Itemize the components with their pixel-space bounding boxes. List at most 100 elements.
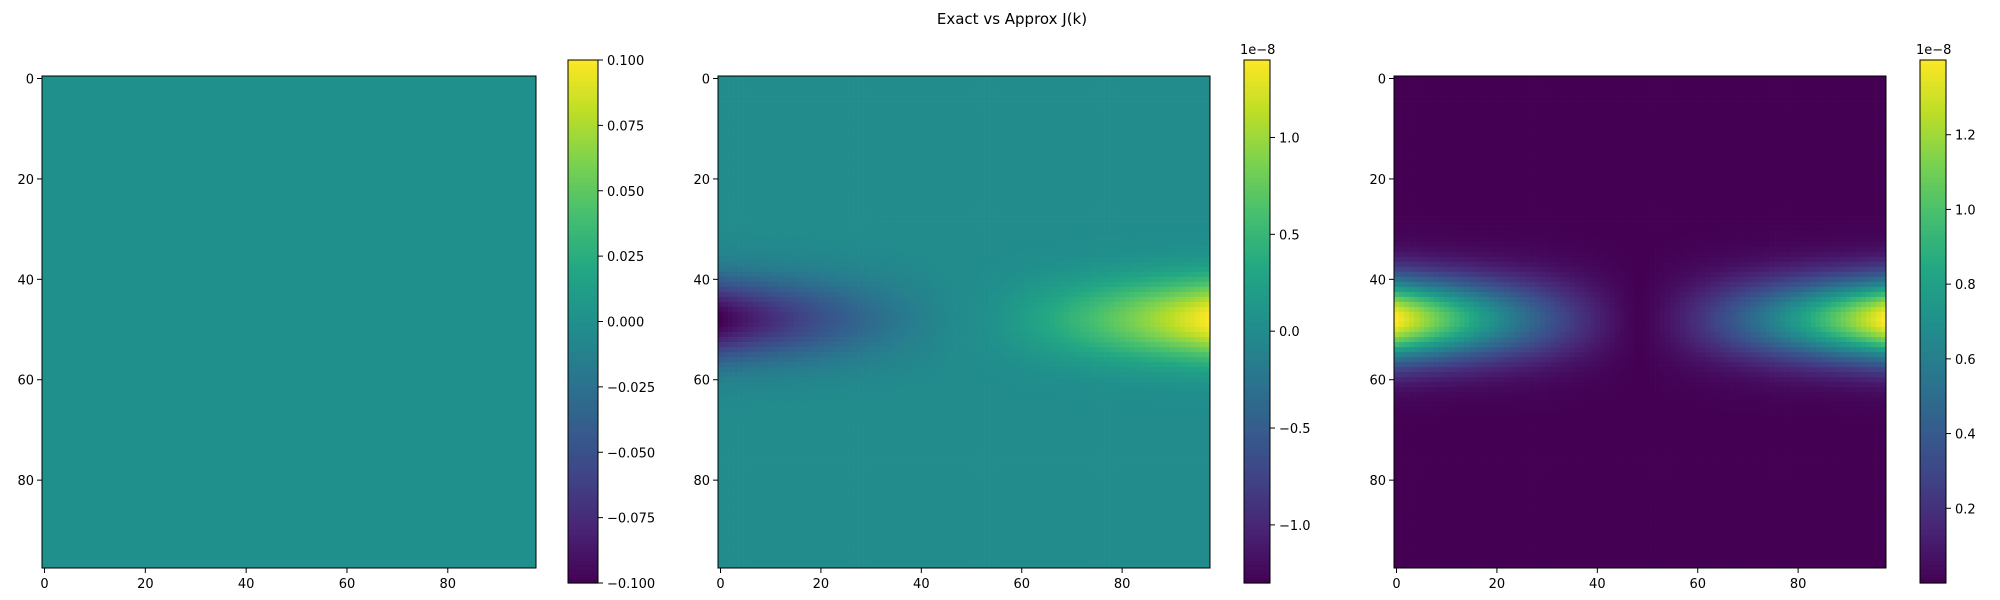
heatmap-cell [738, 126, 744, 132]
heatmap-cell [878, 181, 885, 187]
heatmap-cell [918, 196, 925, 202]
heatmap-cell [913, 251, 920, 258]
heatmap-cell [1034, 236, 1040, 243]
heatmap-cell [848, 171, 854, 177]
heatmap-cell [858, 306, 864, 313]
heatmap-cell [723, 106, 729, 112]
heatmap-cell [853, 271, 859, 278]
heatmap-cell [1044, 166, 1050, 172]
heatmap-cell [843, 261, 849, 268]
heatmap-cell [768, 91, 774, 97]
heatmap-cell [823, 266, 829, 273]
heatmap-cell [758, 151, 764, 157]
heatmap-cell [778, 156, 784, 162]
heatmap-cell [1159, 76, 1166, 82]
heatmap-cell [1089, 196, 1095, 202]
heatmap-cell [908, 151, 915, 157]
heatmap-cell [964, 216, 970, 222]
heatmap-cell [1164, 246, 1171, 253]
heatmap-cell [718, 106, 724, 112]
heatmap-cell [1144, 146, 1151, 152]
heatmap-cell [843, 186, 849, 192]
heatmap-cell [1024, 266, 1030, 273]
heatmap-cell [778, 136, 784, 142]
heatmap-cell [918, 251, 925, 258]
heatmap-cell [923, 136, 930, 142]
heatmap-cell [1139, 176, 1146, 182]
heatmap-cell [1069, 191, 1075, 197]
heatmap-cell [938, 201, 945, 207]
heatmap-cell [903, 226, 910, 232]
heatmap-cell [918, 311, 925, 318]
heatmap-cell [793, 76, 799, 82]
heatmap-cell [1039, 286, 1045, 293]
heatmap-cell [1069, 81, 1075, 87]
heatmap-cell [748, 146, 754, 152]
heatmap-cell [898, 136, 905, 142]
heatmap-cell [989, 141, 995, 147]
heatmap-cell [1159, 206, 1166, 212]
heatmap-cell [913, 136, 920, 142]
heatmap-cell [743, 256, 749, 263]
heatmap-cell [1079, 281, 1085, 288]
heatmap-cell [758, 191, 764, 197]
heatmap-cell [1144, 271, 1151, 278]
heatmap-cell [1134, 226, 1141, 232]
heatmap-cell [964, 306, 970, 313]
heatmap-cell [898, 116, 905, 122]
heatmap-cell [1119, 251, 1125, 258]
heatmap-cell [1139, 231, 1146, 237]
colorbar-segment [568, 452, 598, 458]
heatmap-cell [1129, 231, 1136, 237]
heatmap-cell [958, 91, 965, 97]
heatmap-cell [878, 266, 885, 273]
heatmap-cell [853, 256, 859, 263]
heatmap-cell [828, 281, 834, 288]
colorbar-segment [568, 77, 598, 83]
heatmap-cell [1159, 241, 1166, 248]
heatmap-cell [848, 251, 854, 258]
heatmap-cell [1059, 251, 1065, 258]
heatmap-cell [853, 111, 859, 117]
heatmap-cell [793, 311, 799, 318]
heatmap-cell [1009, 236, 1015, 243]
heatmap-cell [1139, 151, 1146, 157]
heatmap-cell [743, 231, 749, 237]
heatmap-cell [1124, 241, 1131, 248]
heatmap-cell [753, 271, 759, 278]
heatmap-cell [753, 126, 759, 132]
heatmap-cell [1064, 236, 1070, 243]
heatmap-cell [838, 196, 844, 202]
heatmap-cell [738, 186, 744, 192]
heatmap-cell [873, 191, 879, 197]
heatmap-cell [773, 241, 779, 248]
heatmap-cell [1019, 211, 1025, 217]
heatmap-cell [863, 191, 869, 197]
heatmap-cell [1139, 271, 1146, 278]
heatmap-cell [1154, 271, 1161, 278]
heatmap-cell [898, 251, 905, 258]
heatmap-cell [803, 146, 809, 152]
heatmap-cell [1039, 181, 1045, 187]
heatmap-cell [733, 206, 739, 212]
heatmap-cell [718, 221, 724, 227]
colorbar-segment [568, 530, 598, 536]
heatmap-cell [873, 311, 879, 318]
heatmap-cell [733, 236, 739, 243]
heatmap-cell [788, 291, 794, 298]
heatmap-cell [833, 256, 839, 263]
heatmap-cell [928, 316, 935, 323]
heatmap-cell [974, 276, 980, 283]
heatmap-cell [728, 86, 734, 92]
heatmap-cell [878, 101, 885, 107]
heatmap-cell [893, 121, 900, 127]
heatmap-cell [979, 236, 985, 243]
heatmap-cell [1079, 156, 1085, 162]
heatmap-cell [738, 121, 744, 127]
heatmap-cell [823, 156, 829, 162]
heatmap-cell [828, 151, 834, 157]
heatmap-cell [969, 171, 975, 177]
heatmap-cell [1054, 191, 1060, 197]
heatmap-cell [848, 196, 854, 202]
heatmap-cell [908, 241, 915, 248]
